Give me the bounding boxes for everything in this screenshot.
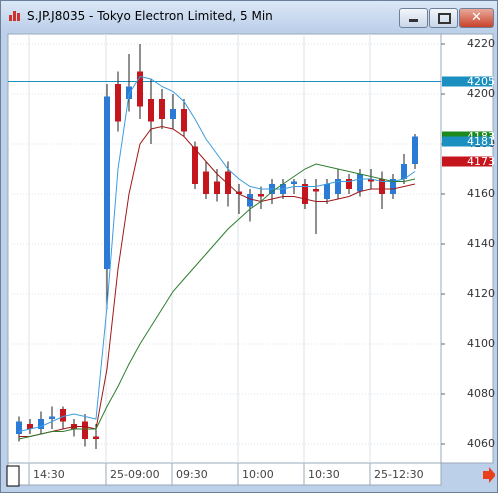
- y-tick-label: 4080: [467, 387, 495, 400]
- candle-body: [192, 146, 198, 184]
- candle-body: [93, 436, 99, 439]
- x-tick-label: 09:30: [176, 468, 208, 481]
- candle-body: [401, 164, 407, 179]
- y-tick-label: 4140: [467, 237, 495, 250]
- candle-body: [379, 179, 385, 194]
- candle-body: [170, 109, 176, 119]
- x-tick-label: 25-09:00: [110, 468, 160, 481]
- price-tag-label: 4173: [467, 155, 495, 168]
- candle-body: [346, 179, 352, 189]
- candle-body: [38, 419, 44, 429]
- candle-body: [203, 171, 209, 194]
- candle-body: [335, 179, 341, 194]
- price-tag-label: 4181: [467, 135, 495, 148]
- y-tick-label: 4200: [467, 87, 495, 100]
- candle-body: [368, 179, 374, 182]
- candle-body: [27, 424, 33, 429]
- x-tick-label: 25-12:30: [374, 468, 424, 481]
- moving-average-line: [18, 75, 416, 432]
- candle-body: [302, 184, 308, 204]
- y-tick-label: 4160: [467, 187, 495, 200]
- title-bar: S.JP.J8035 - Tokyo Electron Limited, 5 M…: [1, 1, 497, 31]
- candle-body: [49, 416, 55, 419]
- y-tick-label: 4100: [467, 337, 495, 350]
- close-button[interactable]: ✕: [459, 8, 494, 28]
- candle-body: [60, 409, 66, 422]
- y-tick-label: 4220: [467, 37, 495, 50]
- x-tick-label: 10:30: [308, 468, 340, 481]
- candle-body: [291, 181, 297, 184]
- candle-body: [159, 99, 165, 119]
- candle-body: [236, 191, 242, 194]
- candle-body: [137, 71, 143, 107]
- candle-body: [225, 171, 231, 194]
- reference-tag: [442, 76, 492, 87]
- price-tag: [442, 136, 492, 147]
- app-icon: [9, 11, 20, 21]
- candle-body: [126, 86, 132, 99]
- candle-body: [148, 99, 154, 122]
- y-tick-label: 4060: [467, 437, 495, 450]
- x-tick-label: 10:00: [242, 468, 274, 481]
- plot-area: [7, 33, 442, 464]
- candle-body: [115, 84, 121, 122]
- candle-body: [390, 179, 396, 194]
- y-tick-label: 4120: [467, 287, 495, 300]
- scroll-arrow: [483, 467, 495, 483]
- candle-body: [324, 184, 330, 199]
- x-tick-label: 14:30: [33, 468, 65, 481]
- moving-average-line: [18, 163, 416, 440]
- chart: 40604080410041204140416041804200422014:3…: [6, 33, 495, 487]
- reference-tag-label: 4205: [467, 75, 495, 88]
- candle-body: [357, 174, 363, 192]
- maximize-button[interactable]: [429, 8, 458, 28]
- candle-body: [313, 189, 319, 192]
- candle-body: [412, 136, 418, 164]
- moving-average-line: [19, 125, 416, 437]
- candle-body: [181, 109, 187, 132]
- price-tag: [442, 156, 492, 167]
- candle-body: [104, 96, 110, 269]
- window-title: S.JP.J8035 - Tokyo Electron Limited, 5 M…: [27, 9, 273, 23]
- y-axis-area: [440, 33, 494, 464]
- candle-body: [82, 421, 88, 439]
- candle-body: [214, 181, 220, 194]
- corner-box: [6, 465, 20, 487]
- candle-body: [16, 421, 22, 434]
- minimize-button[interactable]: [399, 8, 428, 28]
- candle-body: [247, 194, 253, 207]
- candle-body: [258, 194, 264, 197]
